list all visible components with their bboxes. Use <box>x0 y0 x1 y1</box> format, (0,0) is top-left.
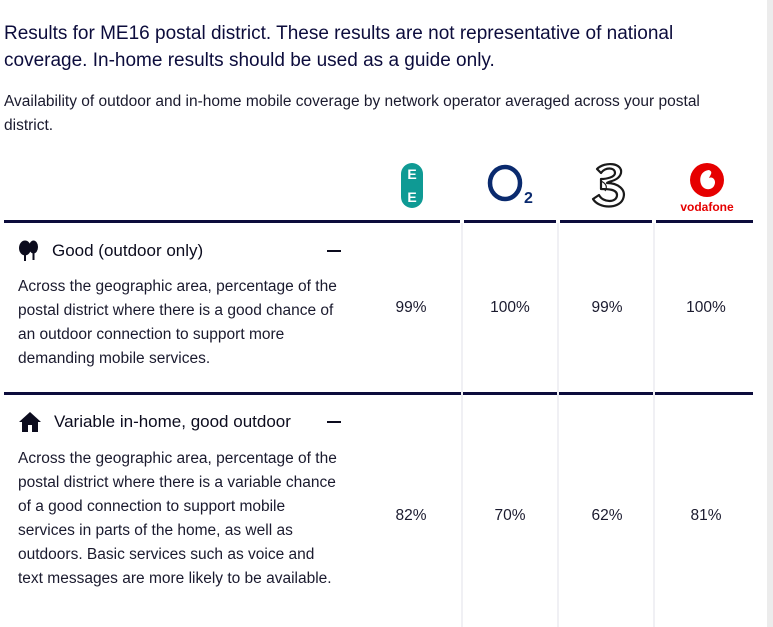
collapse-button[interactable] <box>326 414 342 430</box>
vodafone-logo-label: vodafone <box>680 200 734 214</box>
collapse-button[interactable] <box>326 243 342 259</box>
o2-variable-inhome-value: 70% <box>494 507 526 524</box>
section-title-good-outdoor[interactable]: Good (outdoor only) <box>18 240 203 262</box>
table-divider <box>464 220 556 223</box>
trees-icon <box>18 240 40 262</box>
ee-logo: E E <box>396 162 428 210</box>
column-separator <box>557 223 559 627</box>
vodafone-good-outdoor-value: 100% <box>686 299 726 316</box>
three-variable-inhome-value: 62% <box>591 507 623 524</box>
three-logo <box>585 160 630 210</box>
table-divider <box>4 220 460 223</box>
ee-good-outdoor-value: 99% <box>395 299 427 316</box>
scrollbar[interactable] <box>767 0 773 627</box>
column-separator <box>653 223 655 627</box>
vodafone-variable-inhome-value: 81% <box>690 507 722 524</box>
section-title-variable-inhome[interactable]: Variable in-home, good outdoor <box>18 411 291 433</box>
ee-variable-inhome-value: 82% <box>395 507 427 524</box>
section-description: Across the geographic area, percentage o… <box>18 278 337 367</box>
o2-good-outdoor-value: 100% <box>490 299 530 316</box>
svg-text:E: E <box>407 189 416 205</box>
column-separator <box>461 223 463 627</box>
section-title-label: Good (outdoor only) <box>52 241 204 260</box>
section-title-label: Variable in-home, good outdoor <box>54 412 291 431</box>
svg-text:E: E <box>407 166 416 182</box>
three-good-outdoor-value: 99% <box>591 299 623 316</box>
table-divider <box>560 220 652 223</box>
results-headline: Results for ME16 postal district. These … <box>4 23 674 71</box>
minus-icon <box>327 421 341 423</box>
section-description: Across the geographic area, percentage o… <box>18 450 337 587</box>
table-divider <box>656 220 753 223</box>
house-icon <box>18 411 42 433</box>
o2-logo: 2 <box>485 160 535 208</box>
minus-icon <box>327 250 341 252</box>
coverage-subheading: Availability of outdoor and in-home mobi… <box>4 93 700 134</box>
vodafone-logo: vodafone <box>672 158 742 218</box>
table-divider <box>4 392 753 395</box>
svg-text:2: 2 <box>524 190 533 207</box>
